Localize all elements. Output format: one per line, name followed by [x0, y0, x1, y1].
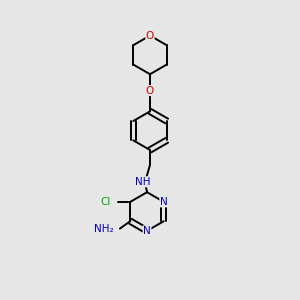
Text: Cl: Cl — [100, 197, 111, 207]
Text: O: O — [146, 85, 154, 96]
Text: N: N — [143, 226, 151, 236]
Text: NH₂: NH₂ — [94, 224, 114, 234]
Text: N: N — [160, 197, 168, 207]
Text: O: O — [146, 31, 154, 40]
Text: NH: NH — [135, 177, 151, 187]
